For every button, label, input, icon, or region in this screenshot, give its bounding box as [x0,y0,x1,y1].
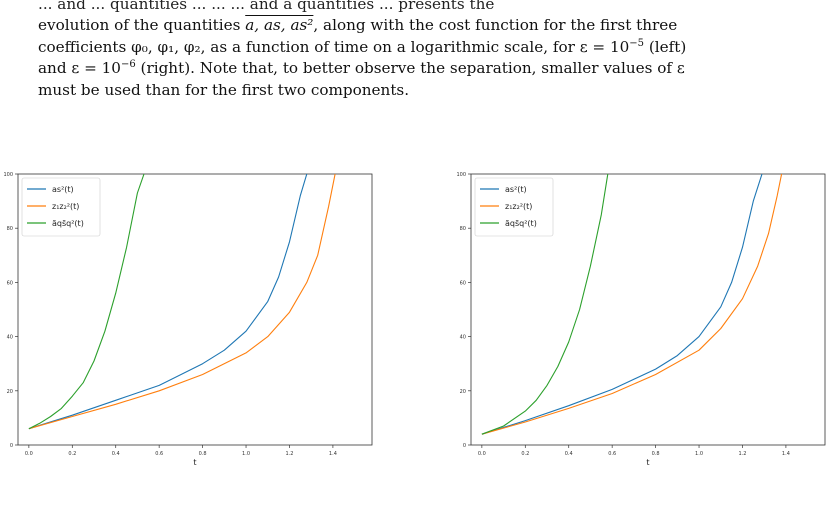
y-tick-label: 40 [7,335,13,341]
legend-label: ãqs̃q²(t) [505,219,537,228]
axes-frame [470,173,826,446]
legend-label: z₁z₂²(t) [505,202,532,211]
x-tick-label: 0.6 [155,451,163,457]
series-line-1 [28,174,336,430]
x-tick-label: 1.4 [329,451,337,457]
y-tick-label: 20 [460,389,466,395]
x-tick-label: 0.4 [112,451,120,457]
legend-box [21,177,101,237]
x-tick-label: 0.8 [652,451,660,457]
y-tick-label: 20 [7,389,13,395]
caption-line-0: ... and ... quantities ... ... ... and a… [38,0,495,13]
plot-left: 0.0 0.2 0.4 0.6 0.8 1.0 1.2 1.4 0 20 40 60 80 100 t as²… [3,172,373,467]
caption-line-1: evolution of the quantities a, as, as², … [38,15,790,37]
y-tick-label: 40 [460,335,466,341]
x-tick-label: 1.0 [695,451,703,457]
x-tick-label: 0.8 [199,451,207,457]
legend-label: ãqs̃q²(t) [52,219,84,228]
y-tick-label: 80 [7,226,13,232]
x-tick-label: 0.0 [478,451,486,457]
caption-text: (right). Note that, to better observe th… [135,59,685,77]
legend-box [474,177,554,237]
caption-text: and ε = 10 [38,59,121,77]
x-axis-label: t [646,458,649,467]
caption-line-4: must be used than for the first two comp… [38,80,410,99]
legend-label: z₁z₂²(t) [52,202,79,211]
legend-label: as²(t) [52,185,74,194]
x-tick-label: 0.2 [68,451,76,457]
caption-exponent: −5 [629,37,645,49]
caption-text: coefficients φ₀, φ₁, φ₂, as a function o… [38,37,630,56]
series-line-1 [481,174,783,435]
x-tick-label: 0.2 [521,451,529,457]
series-group [481,174,783,435]
caption-text: (left) [644,37,687,56]
y-tick-label: 80 [460,226,466,232]
caption-line-2: coefficients φ₀, φ₁, φ₂, as a function o… [38,37,790,59]
y-tick-label: 60 [460,280,466,286]
caption-text: , along with the cost function for the f… [313,16,678,34]
figure-caption: ... and ... quantities ... ... ... and a… [38,0,790,101]
caption-line-3: and ε = 10−6 (right). Note that, to bett… [38,58,790,80]
y-tick-label: 60 [7,280,13,286]
x-tick-label: 0.0 [25,451,33,457]
caption-exponent: −6 [120,58,136,70]
series-group [28,174,336,430]
series-line-2 [28,174,145,430]
x-tick-label: 1.4 [782,451,790,457]
caption-text: evolution of the quantities [38,16,246,34]
x-tick-label: 1.2 [738,451,746,457]
x-axis-label: t [193,458,196,467]
series-line-0 [481,174,763,435]
y-tick-label: 0 [463,443,466,449]
y-tick-label: 100 [456,172,466,178]
axes-frame [17,173,373,446]
x-tick-label: 1.2 [285,451,293,457]
y-tick-label: 100 [3,172,13,178]
legend-label: as²(t) [505,185,527,194]
series-line-0 [28,174,308,430]
series-line-2 [481,174,609,435]
plot-right: 0.0 0.2 0.4 0.6 0.8 1.0 1.2 1.4 0 20 40 60 80 100 t as²… [456,172,826,467]
x-tick-label: 0.4 [565,451,573,457]
caption-variables: a, as, as² [245,16,314,34]
y-tick-label: 0 [10,443,13,449]
x-tick-label: 0.6 [608,451,616,457]
x-tick-label: 1.0 [242,451,250,457]
